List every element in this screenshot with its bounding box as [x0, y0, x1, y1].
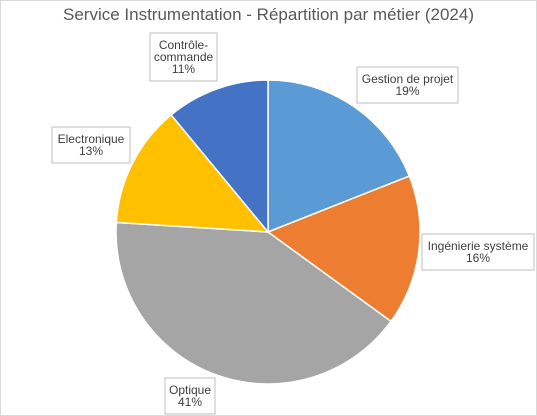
pie-slice-controle-commande	[170, 79, 269, 235]
pie-slice-gestion-de-projet	[267, 79, 411, 234]
data-label-percent: 13%	[79, 144, 103, 158]
pie-slice-electronique	[115, 113, 270, 233]
data-label-percent: 16%	[466, 251, 490, 265]
data-label-box	[164, 377, 216, 415]
data-label-category: Gestion de projet	[362, 72, 454, 86]
pie-slices	[115, 79, 421, 385]
data-label-category: Electronique	[58, 132, 125, 146]
data-label-box	[149, 32, 218, 82]
pie-slice-ingenierie-systeme	[266, 175, 421, 323]
chart-title: Service Instrumentation - Répartition pa…	[62, 5, 474, 24]
data-label-percent: 11%	[172, 62, 195, 76]
data-label-box	[421, 233, 535, 271]
data-label-percent: 19%	[395, 84, 419, 98]
pie-slice-optique	[115, 221, 393, 385]
data-label-category: commande	[154, 50, 214, 64]
data-label-box	[356, 66, 459, 104]
data-label-category: Contrôle-	[159, 38, 208, 52]
data-label-category: Ingénierie système	[428, 239, 529, 253]
data-label-category: Optique	[169, 383, 211, 397]
data-label-box	[51, 126, 131, 164]
data-label-percent: 41%	[178, 395, 202, 409]
